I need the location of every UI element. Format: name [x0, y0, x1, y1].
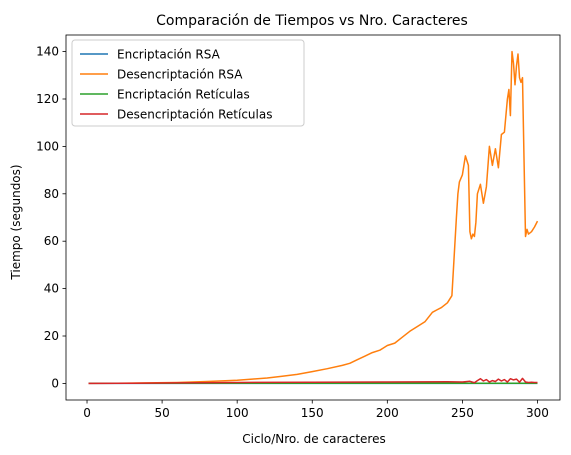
x-tick-label: 200	[376, 406, 399, 420]
x-tick-label: 300	[526, 406, 549, 420]
x-tick-label: 250	[451, 406, 474, 420]
y-tick-label: 120	[36, 92, 59, 106]
legend-label: Desencriptación RSA	[117, 68, 243, 82]
x-tick-label: 150	[301, 406, 324, 420]
legend: Encriptación RSA Desencriptación RSA Encri…	[72, 40, 304, 126]
y-tick-label: 80	[44, 187, 59, 201]
y-tick-label: 100	[36, 139, 59, 153]
y-tick-label: 0	[51, 376, 59, 390]
y-tick-label: 40	[44, 282, 59, 296]
legend-label: Desencriptación Retículas	[117, 108, 272, 122]
legend-label: Encriptación RSA	[117, 48, 221, 62]
legend-label: Encriptación Retículas	[117, 88, 250, 102]
chart-title: Comparación de Tiempos vs Nro. Caractere…	[156, 13, 468, 29]
y-tick-label: 20	[44, 329, 59, 343]
x-tick-label: 100	[226, 406, 249, 420]
x-tick-label: 0	[83, 406, 91, 420]
x-tick-label: 50	[154, 406, 169, 420]
y-axis-label: Tiempo (segundos)	[9, 164, 23, 280]
y-tick-label: 60	[44, 234, 59, 248]
x-axis-label: Ciclo/Nro. de caracteres	[242, 432, 385, 446]
y-tick-label: 140	[36, 45, 59, 59]
